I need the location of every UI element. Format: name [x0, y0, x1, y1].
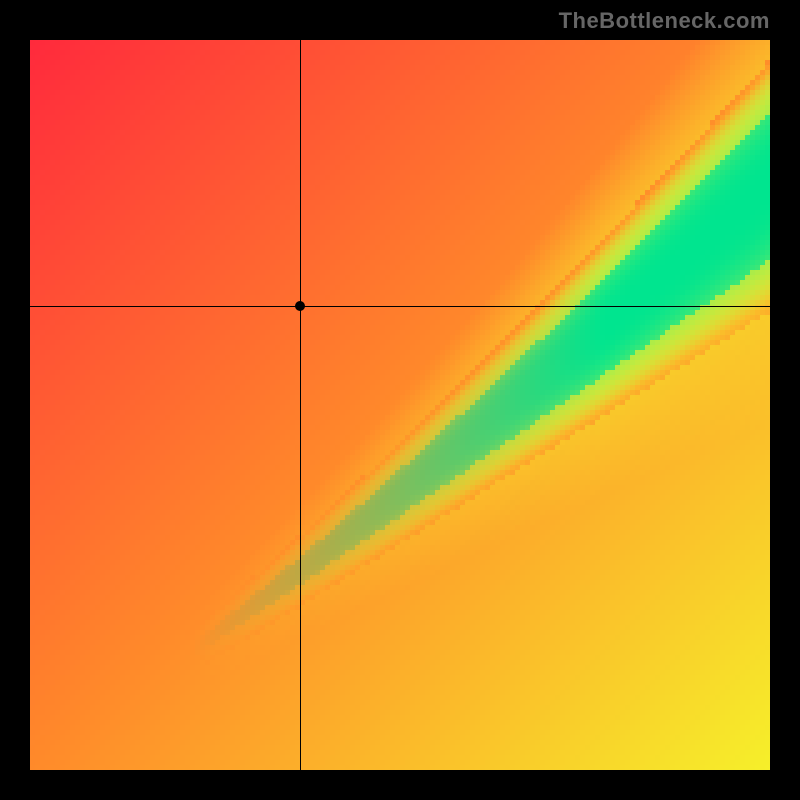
crosshair-horizontal	[30, 306, 770, 307]
heatmap-canvas	[30, 40, 770, 770]
crosshair-marker	[295, 301, 305, 311]
crosshair-vertical	[300, 40, 301, 770]
heatmap-plot	[30, 40, 770, 770]
watermark-text: TheBottleneck.com	[559, 8, 770, 34]
